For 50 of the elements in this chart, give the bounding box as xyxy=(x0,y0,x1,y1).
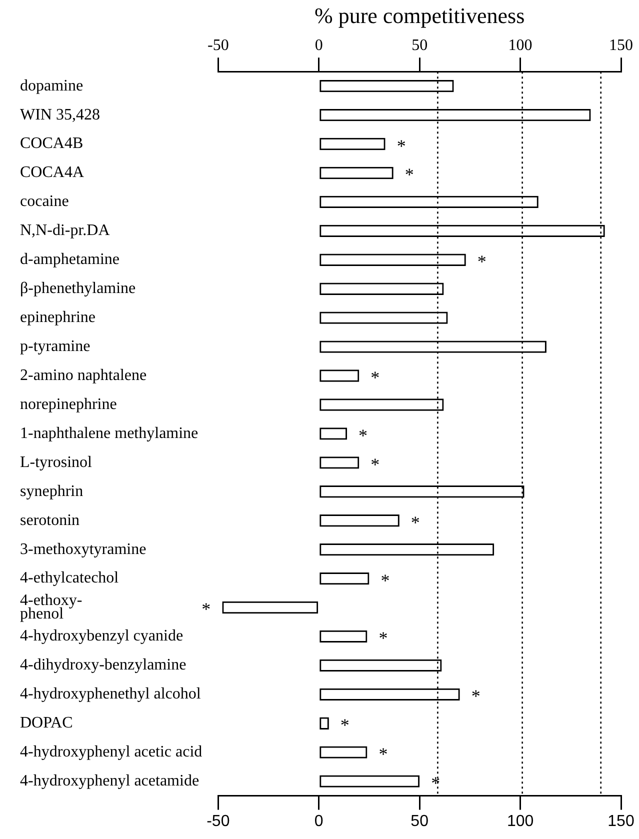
y-tick-label: 2-amino naphtalene xyxy=(20,366,147,384)
y-tick-label: WIN 35,428 xyxy=(20,106,100,124)
x-tick-label: 50 xyxy=(412,37,428,54)
annotation: * xyxy=(404,164,414,185)
annotation: * xyxy=(380,570,390,590)
x2-tick-label: -50 xyxy=(206,812,230,830)
x-tick-label: 100 xyxy=(508,37,532,54)
y-tick-label: β-phenethylamine xyxy=(20,280,136,298)
y-tick-label: p-tyramine xyxy=(20,338,90,355)
x-tick-label: 0 xyxy=(314,37,323,54)
y-tick-label: 1-naphthalene methylamine xyxy=(20,424,198,442)
annotation: * xyxy=(378,744,388,764)
y-tick-label: 4-hydroxyphenyl acetamide xyxy=(20,772,200,790)
y-tick-label: DOPAC xyxy=(20,714,73,732)
y-tick-label: 4-ethylcatechol xyxy=(20,570,120,587)
y-tick-label: 4-ethoxy- phenol xyxy=(20,592,82,623)
annotation: * xyxy=(370,454,380,474)
y-tick-label: norepinephrine xyxy=(20,396,117,413)
y-tick-label: synephrin xyxy=(20,482,84,500)
y-tick-label: 4-hydroxyphenyl acetic acid xyxy=(20,744,202,761)
y-tick-label: dopamine xyxy=(20,77,84,94)
y-tick-label: cocaine xyxy=(20,193,69,210)
x2-tick-label: 50 xyxy=(410,812,429,830)
y-tick-label: serotonin xyxy=(20,512,80,529)
annotation: * xyxy=(471,686,480,706)
x2-tick-label: 100 xyxy=(506,812,534,830)
annotation: * xyxy=(396,136,406,156)
annotation: * xyxy=(410,512,420,532)
x-tick-label: 150 xyxy=(609,37,633,54)
y-tick-label: 4-dihydroxy-benzylamine xyxy=(20,656,186,674)
y-tick-label: COCA4B xyxy=(20,135,84,152)
y-tick-label: N,N-di-pr.DA xyxy=(20,222,110,240)
y-tick-label: 4-hydroxybenzyl cyanide xyxy=(20,628,184,645)
y-tick-label: epinephrine xyxy=(20,309,96,326)
x2-axis-title: % pure competitiveness xyxy=(314,2,525,28)
y-tick-label: d-amphetamine xyxy=(20,251,120,268)
annotation: * xyxy=(378,628,388,648)
x2-tick-label: 150 xyxy=(608,812,634,830)
annotation: * xyxy=(202,599,211,620)
y-tick-label: 3-methoxytyramine xyxy=(20,540,146,558)
annotation: * xyxy=(431,773,440,794)
y-tick-label: 4-hydroxyphenethyl alcohol xyxy=(20,686,202,703)
annotation: * xyxy=(370,368,380,388)
x-tick-label: -50 xyxy=(207,37,229,54)
annotation: * xyxy=(358,425,368,446)
x2-tick-label: 0 xyxy=(314,812,324,830)
y-tick-label: COCA4A xyxy=(20,164,84,182)
annotation: * xyxy=(340,715,350,736)
y-tick-label: L-tyrosinol xyxy=(20,454,93,471)
annotation: * xyxy=(477,252,486,272)
